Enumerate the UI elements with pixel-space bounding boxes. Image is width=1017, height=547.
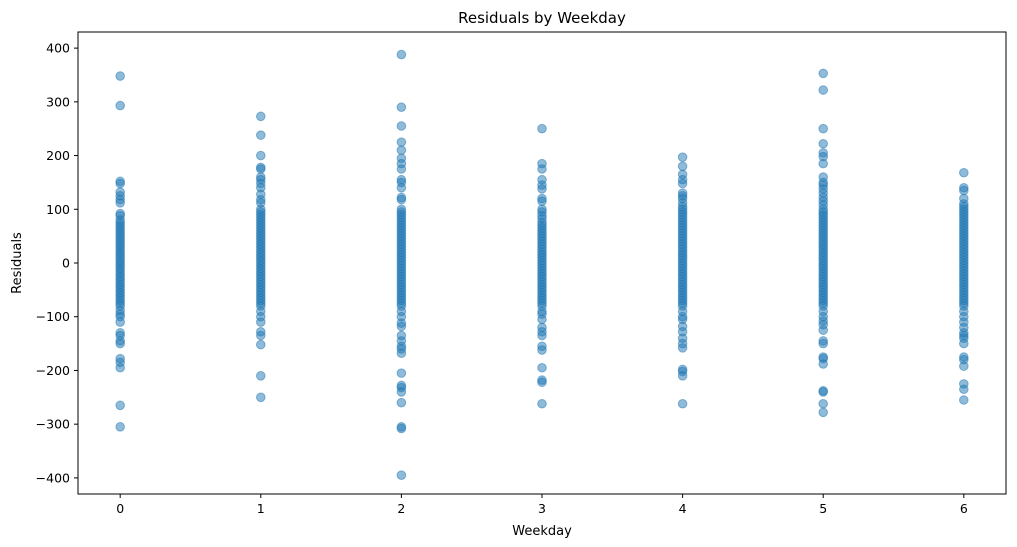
data-point — [537, 314, 547, 325]
data-point — [396, 470, 407, 480]
data-point — [537, 164, 547, 174]
data-point — [537, 196, 547, 207]
y-tick-label: 100 — [46, 202, 70, 217]
data-point — [959, 361, 969, 371]
y-tick-label: −400 — [36, 470, 70, 485]
data-point — [115, 400, 125, 411]
data-point — [396, 164, 407, 174]
x-tick-label: 0 — [116, 501, 124, 516]
data-point — [677, 152, 688, 162]
data-point — [818, 138, 829, 149]
data-point — [115, 100, 125, 111]
data-point — [396, 387, 407, 397]
data-point — [396, 397, 407, 408]
data-point — [537, 184, 547, 194]
data-point — [677, 178, 688, 189]
data-point — [537, 123, 547, 134]
data-point — [396, 321, 407, 332]
data-point — [959, 167, 969, 178]
data-point — [396, 121, 407, 131]
data-point — [255, 392, 266, 403]
x-tick-label: 1 — [257, 501, 265, 516]
data-point — [959, 338, 969, 349]
data-point — [818, 407, 829, 418]
data-point — [959, 395, 969, 405]
y-axis-label: Residuals — [10, 232, 25, 294]
y-tick-label: −100 — [36, 309, 70, 324]
data-point — [115, 178, 125, 189]
data-point — [677, 161, 688, 172]
x-axis-label: Weekday — [512, 524, 572, 539]
data-point — [818, 158, 829, 169]
data-point — [396, 145, 407, 155]
data-point — [396, 348, 407, 359]
plot-frame — [77, 31, 1007, 495]
data-point — [396, 194, 407, 205]
data-point — [255, 150, 266, 161]
data-point — [115, 317, 125, 327]
data-point — [396, 182, 407, 193]
data-point — [818, 85, 829, 95]
data-point — [396, 423, 407, 434]
data-point — [115, 198, 125, 208]
data-point — [396, 102, 407, 113]
x-tick-label: 3 — [538, 501, 546, 516]
y-tick-label: 200 — [46, 148, 70, 163]
data-point — [818, 325, 829, 335]
data-point — [537, 345, 547, 355]
data-point — [396, 368, 407, 378]
data-point — [677, 398, 688, 409]
x-tick-label: 4 — [679, 501, 687, 516]
data-point — [537, 362, 547, 373]
y-tick-label: 400 — [46, 41, 70, 56]
data-point — [677, 343, 688, 353]
axes: 0 1 2 3 4 5 6 −400 −300 −200 −100 0 100 200 300 400 — [36, 41, 968, 516]
chart-title: Residuals by Weekday — [458, 9, 626, 27]
data-point — [537, 377, 547, 388]
data-point — [959, 185, 969, 196]
y-tick-label: 300 — [46, 94, 70, 109]
data-point — [537, 330, 547, 341]
data-point — [818, 123, 829, 134]
data-point — [396, 49, 407, 60]
x-tick-label: 6 — [960, 501, 968, 516]
y-tick-label: −200 — [36, 363, 70, 378]
x-tick-label: 5 — [819, 501, 827, 516]
data-point — [677, 371, 688, 381]
data-points — [115, 49, 969, 480]
data-point — [255, 130, 266, 140]
data-point — [818, 398, 829, 409]
y-tick-label: −300 — [36, 417, 70, 432]
data-point — [818, 359, 829, 369]
data-point — [255, 111, 266, 122]
data-point — [959, 384, 969, 395]
data-point — [115, 338, 125, 349]
data-point — [818, 68, 829, 79]
data-point — [115, 362, 125, 373]
data-point — [818, 387, 829, 397]
data-point — [115, 71, 125, 81]
x-tick-label: 2 — [397, 501, 405, 516]
data-point — [255, 339, 266, 350]
y-tick-label: 0 — [62, 256, 70, 271]
data-point — [818, 338, 829, 349]
data-point — [537, 398, 547, 409]
data-point — [396, 137, 407, 147]
data-point — [255, 164, 266, 174]
data-point — [115, 422, 125, 432]
data-point — [255, 317, 266, 327]
data-point — [255, 330, 266, 341]
data-point — [255, 371, 266, 381]
